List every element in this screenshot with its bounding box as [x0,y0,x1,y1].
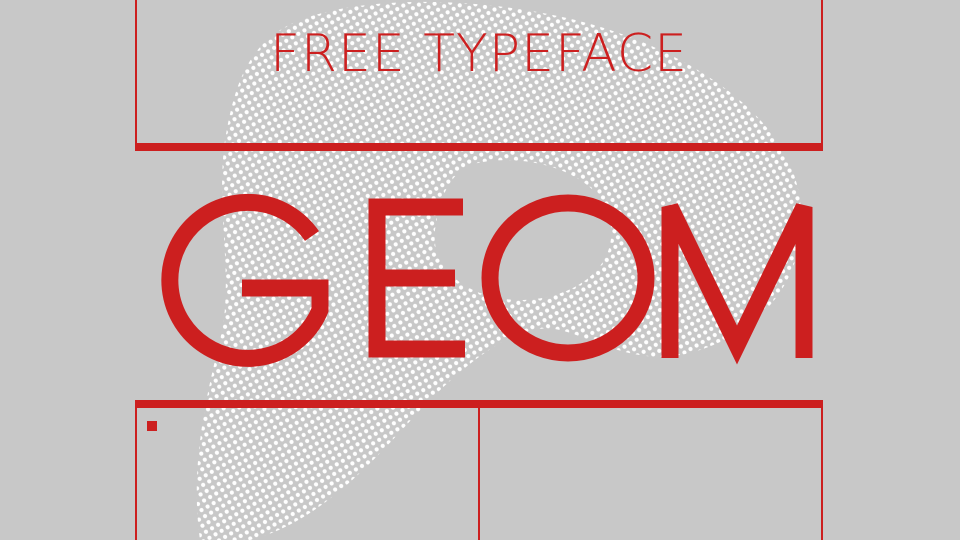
title-letter-e [368,198,465,358]
title-letter-m [661,203,813,365]
top-box-left-border [135,0,137,145]
title-letter-o [481,194,655,362]
bottom-box-middle-border [478,402,480,540]
subtitle-text: FREE TYPEFACE [270,24,688,84]
title-letter-g [161,193,329,367]
bottom-box-right-border [821,402,823,540]
small-square-marker [147,421,157,431]
bottom-box-left-border [135,402,137,540]
top-divider-bar [135,143,823,151]
top-box-right-border [821,0,823,145]
